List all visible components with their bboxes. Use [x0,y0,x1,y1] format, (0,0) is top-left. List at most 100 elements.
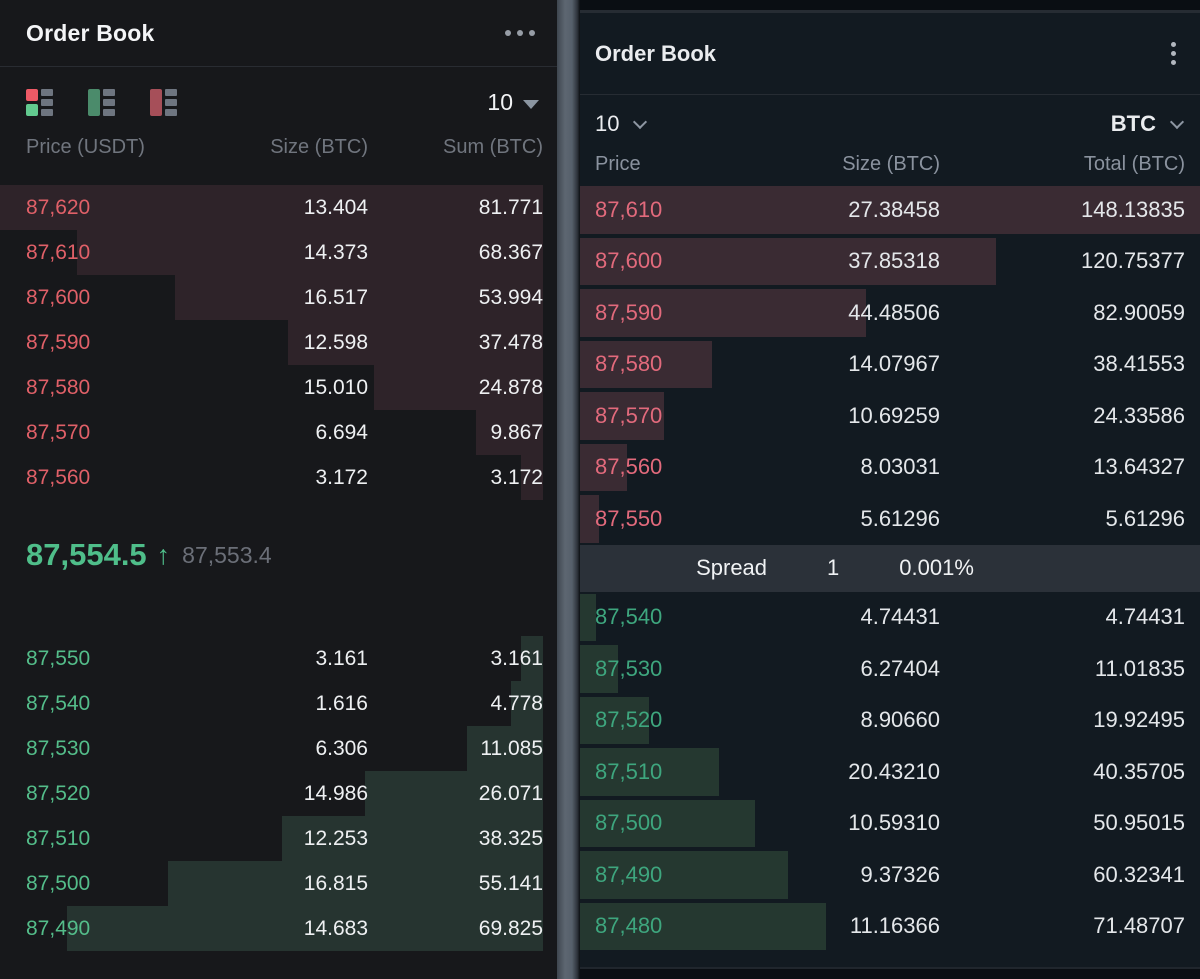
size-cell: 16.815 [303,871,368,895]
depth-bar [580,799,756,847]
order-book-row[interactable]: 87,560 8.03031 13.64327 [580,442,1200,494]
order-book-row[interactable]: 87,580 14.07967 38.41553 [580,339,1200,391]
panel-top-edge [580,0,1200,13]
order-book-row[interactable]: 87,550 3.161 3.161 [0,636,557,681]
last-price-row[interactable]: 87,554.5 ↑ 87,553.4 [0,500,557,610]
size-cell: 1.616 [315,691,368,715]
price-column-header: Price [595,153,641,175]
depth-bar [580,902,827,950]
order-book-row[interactable]: 87,580 15.010 24.878 [0,365,557,410]
order-book-row[interactable]: 87,530 6.27404 11.01835 [580,643,1200,695]
toolbar: 10 [0,89,557,116]
price-cell: 87,510 [26,826,91,850]
price-cell: 87,530 [595,655,663,681]
toolbar: 10 BTC [580,95,1200,153]
order-book-row[interactable]: 87,480 11.16366 71.48707 [580,901,1200,953]
order-book-row[interactable]: 87,520 14.986 26.071 [0,771,557,816]
order-book-row[interactable]: 87,560 3.172 3.172 [0,455,557,500]
depth-bar [580,851,788,899]
panel-bottom-edge [580,967,1200,979]
depth-bar [580,593,597,641]
order-book-row[interactable]: 87,510 12.253 38.325 [0,816,557,861]
price-up-arrow-icon: ↑ [156,539,171,570]
depth-value: 10 [595,111,620,136]
price-cell: 87,490 [26,916,91,940]
depth-bar [521,455,543,500]
total-cell: 71.48707 [1093,913,1185,939]
order-book-row[interactable]: 87,590 44.48506 82.90059 [580,287,1200,339]
order-book-row[interactable]: 87,510 20.43210 40.35705 [580,746,1200,798]
price-cell: 87,610 [595,196,663,222]
order-book-row[interactable]: 87,620 13.404 81.771 [0,185,557,230]
size-cell: 5.61296 [860,505,940,531]
order-book-row[interactable]: 87,540 4.74431 4.74431 [580,592,1200,644]
sum-cell: 69.825 [478,916,543,940]
bids-only-view-icon[interactable] [88,89,116,116]
order-book-row[interactable]: 87,610 14.373 68.367 [0,230,557,275]
price-cell: 87,580 [26,375,91,399]
price-cell: 87,480 [595,913,663,939]
depth-bar [167,861,543,906]
size-cell: 6.306 [315,736,368,760]
depth-bar [281,816,543,861]
total-cell: 38.41553 [1093,351,1185,377]
total-cell: 120.75377 [1081,248,1185,274]
price-cell: 87,540 [595,604,663,630]
asset-value: BTC [1110,111,1156,136]
column-headers: Price (USDT) Size (BTC) Sum (BTC) [0,136,557,159]
depth-bar [475,410,543,455]
order-book-row[interactable]: 87,500 16.815 55.141 [0,861,557,906]
price-cell: 87,560 [595,454,663,480]
precision-dropdown[interactable]: 10 [487,89,539,116]
price-cell: 87,560 [26,465,91,489]
depth-dropdown[interactable]: 10 [595,111,648,137]
asset-dropdown[interactable]: BTC [1110,111,1185,137]
order-book-row[interactable]: 87,600 16.517 53.994 [0,275,557,320]
sum-cell: 4.778 [490,691,543,715]
size-cell: 14.683 [303,916,368,940]
ellipsis-menu-icon[interactable] [503,24,537,42]
size-cell: 37.85318 [848,248,940,274]
size-column-header: Size (BTC) [270,136,368,158]
order-book-row[interactable]: 87,610 27.38458 148.13835 [580,184,1200,236]
size-cell: 8.90660 [860,707,940,733]
price-cell: 87,590 [595,299,663,325]
price-cell: 87,530 [26,736,91,760]
order-book-row[interactable]: 87,500 10.59310 50.95015 [580,798,1200,850]
price-cell: 87,510 [595,758,663,784]
chevron-down-icon [633,114,648,129]
size-cell: 20.43210 [848,758,940,784]
bids-list: 87,540 4.74431 4.74431 87,530 6.27404 11… [580,592,1200,953]
sum-cell: 37.478 [478,330,543,354]
kebab-menu-icon[interactable] [1165,38,1182,69]
sum-cell: 68.367 [478,240,543,264]
chevron-down-icon [1169,114,1185,129]
size-cell: 13.404 [303,195,368,219]
total-cell: 60.32341 [1093,861,1185,887]
asks-only-view-icon[interactable] [150,89,178,116]
window-divider[interactable] [557,0,580,979]
order-book-row[interactable]: 87,530 6.306 11.085 [0,726,557,771]
size-cell: 14.373 [303,240,368,264]
order-book-row[interactable]: 87,550 5.61296 5.61296 [580,493,1200,545]
order-book-row[interactable]: 87,490 9.37326 60.32341 [580,849,1200,901]
order-book-row[interactable]: 87,540 1.616 4.778 [0,681,557,726]
size-cell: 11.16366 [849,913,940,939]
order-book-row[interactable]: 87,490 14.683 69.825 [0,906,557,951]
size-cell: 27.38458 [848,196,940,222]
order-book-panel-right: Order Book 10 BTC Price Size (BTC) Total… [580,0,1200,979]
combined-book-view-icon[interactable] [26,89,54,116]
asks-list: 87,620 13.404 81.771 87,610 14.373 68.36… [0,185,557,500]
order-book-row[interactable]: 87,590 12.598 37.478 [0,320,557,365]
order-book-row[interactable]: 87,600 37.85318 120.75377 [580,236,1200,288]
order-book-row[interactable]: 87,520 8.90660 19.92495 [580,695,1200,747]
order-book-row[interactable]: 87,570 10.69259 24.33586 [580,390,1200,442]
sum-cell: 53.994 [478,285,543,309]
total-cell: 50.95015 [1093,810,1185,836]
spread-percent: 0.001% [899,555,974,580]
order-book-row[interactable]: 87,570 6.694 9.867 [0,410,557,455]
sum-cell: 3.172 [490,465,543,489]
size-cell: 9.37326 [860,861,940,887]
total-cell: 82.90059 [1093,299,1185,325]
precision-value: 10 [487,89,513,115]
